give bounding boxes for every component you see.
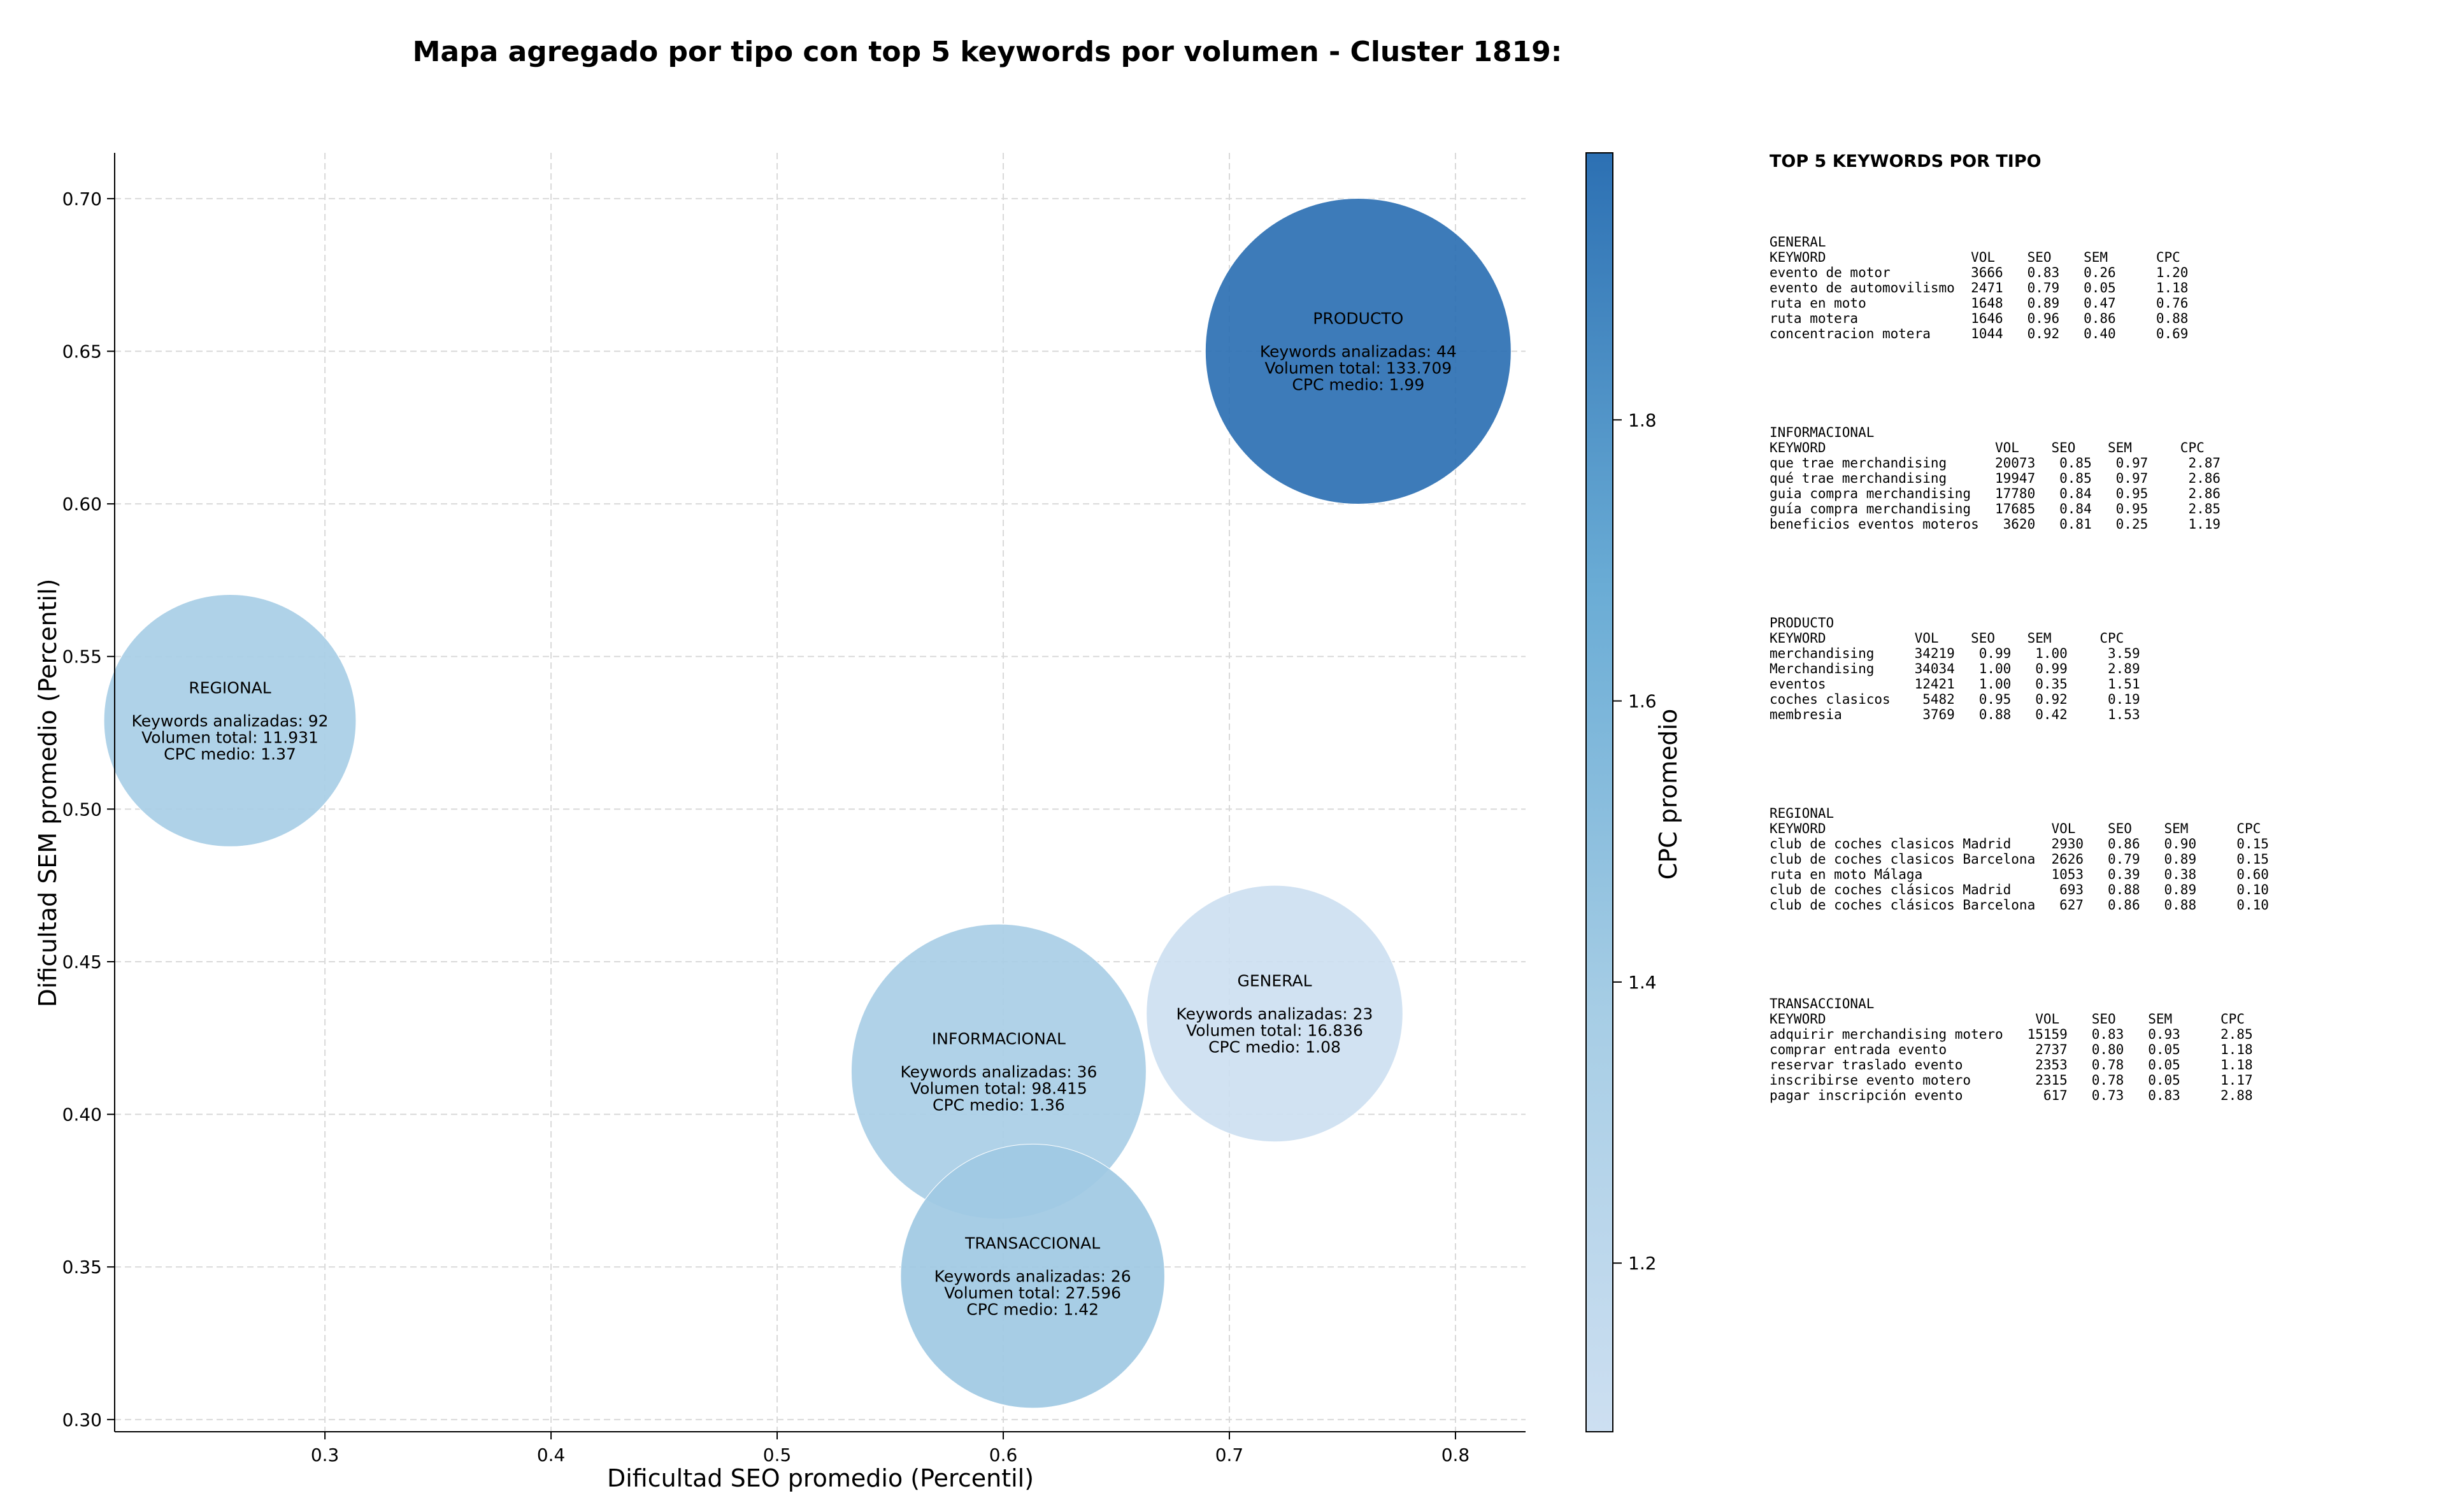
- colorbar-tick-label: 1.2: [1628, 1253, 1657, 1274]
- y-tick-label: 0.40: [62, 1104, 102, 1125]
- keyword-table-text: TRANSACCIONAL KEYWORD VOL SEO SEM CPC ad…: [1770, 996, 2253, 1103]
- bubble-label-regional: REGIONAL: [189, 678, 271, 697]
- top-keywords-panel: TOP 5 KEYWORDS POR TIPO GENERAL KEYWORD …: [1770, 152, 2432, 1273]
- y-axis-label: Dificultad SEM promedio (Percentil): [34, 579, 62, 1008]
- x-tick-label: 0.7: [1215, 1444, 1244, 1466]
- bubble-label-regional: Keywords analizadas: 92: [132, 711, 329, 730]
- bubble-label-transaccional: CPC medio: 1.42: [966, 1301, 1099, 1319]
- bubble-label-transaccional: Keywords analizadas: 26: [934, 1267, 1131, 1286]
- bubble-label-informacional: Volumen total: 98.415: [910, 1080, 1087, 1098]
- bubble-label-informacional: Keywords analizadas: 36: [900, 1063, 1097, 1081]
- bubble-label-producto: Volumen total: 133.709: [1264, 359, 1452, 378]
- keyword-table-regional: REGIONAL KEYWORD VOL SEO SEM CPC club de…: [1770, 806, 2432, 913]
- bubble-label-producto: Keywords analizadas: 44: [1260, 343, 1457, 361]
- x-tick-label: 0.5: [763, 1444, 792, 1466]
- x-tick-label: 0.3: [311, 1444, 340, 1466]
- colorbar-label: CPC promedio: [1654, 709, 1682, 880]
- bubble-label-regional: CPC medio: 1.37: [164, 745, 296, 763]
- y-tick-label: 0.65: [62, 341, 102, 362]
- axes: [114, 153, 1526, 1432]
- keyword-table-text: GENERAL KEYWORD VOL SEO SEM CPC evento d…: [1770, 234, 2189, 341]
- x-axis-label: Dificultad SEO promedio (Percentil): [607, 1464, 1034, 1492]
- keyword-table-text: REGIONAL KEYWORD VOL SEO SEM CPC club de…: [1770, 806, 2269, 913]
- colorbar-ticks: 1.2 1.4 1.6 1.8: [1613, 410, 1657, 1274]
- y-tick-label: 0.35: [62, 1257, 102, 1278]
- colorbar: 1.2 1.4 1.6 1.8 CPC promedio: [1585, 152, 1682, 1432]
- bubble-label-producto: CPC medio: 1.99: [1292, 376, 1424, 394]
- bubble-label-transaccional: TRANSACCIONAL: [964, 1234, 1100, 1253]
- keywords-panel-heading: TOP 5 KEYWORDS POR TIPO: [1770, 152, 2042, 171]
- colorbar-tick-label: 1.6: [1628, 691, 1657, 712]
- keyword-table-text: INFORMACIONAL KEYWORD VOL SEO SEM CPC qu…: [1770, 425, 2221, 532]
- colorbar-gradient: [1585, 152, 1613, 1432]
- bubble-label-general: CPC medio: 1.08: [1208, 1038, 1341, 1056]
- bubble-regional: [103, 594, 357, 847]
- x-tick-label: 0.8: [1441, 1444, 1470, 1466]
- x-ticks: 0.3 0.4 0.5 0.6 0.7 0.8: [311, 1432, 1470, 1466]
- keyword-table-informacional: INFORMACIONAL KEYWORD VOL SEO SEM CPC qu…: [1770, 425, 2432, 532]
- bubble-label-informacional: INFORMACIONAL: [932, 1030, 1066, 1048]
- chart-title: Mapa agregado por tipo con top 5 keyword…: [413, 36, 1563, 68]
- bubble-producto: [1205, 198, 1512, 505]
- bubble-transaccional: [900, 1143, 1165, 1409]
- bubble-label-producto: PRODUCTO: [1313, 310, 1403, 328]
- bubble-label-transaccional: Volumen total: 27.596: [944, 1284, 1121, 1302]
- x-tick-label: 0.4: [537, 1444, 566, 1466]
- bubble-general: [1146, 885, 1403, 1143]
- keyword-table-transaccional: TRANSACCIONAL KEYWORD VOL SEO SEM CPC ad…: [1770, 996, 2432, 1103]
- y-tick-label: 0.45: [62, 952, 102, 973]
- bubble-label-general: Volumen total: 16.836: [1186, 1021, 1363, 1039]
- y-ticks: 0.30 0.35 0.40 0.45 0.50 0.55 0.60 0.65 0.70: [62, 189, 115, 1430]
- bubble-label-informacional: CPC medio: 1.36: [933, 1096, 1065, 1115]
- colorbar-tick-label: 1.8: [1628, 410, 1657, 431]
- bubble-layer: [103, 198, 1512, 1409]
- y-tick-label: 0.60: [62, 494, 102, 515]
- bubble-label-general: Keywords analizadas: 23: [1177, 1004, 1373, 1023]
- bubble-label-regional: Volumen total: 11.931: [141, 728, 318, 746]
- x-tick-label: 0.6: [989, 1444, 1018, 1466]
- keyword-table-producto: PRODUCTO KEYWORD VOL SEO SEM CPC merchan…: [1770, 615, 2432, 722]
- y-tick-label: 0.50: [62, 799, 102, 820]
- keyword-table-general: GENERAL KEYWORD VOL SEO SEM CPC evento d…: [1770, 234, 2432, 341]
- bubble-label-general: GENERAL: [1237, 971, 1312, 990]
- keyword-table-text: PRODUCTO KEYWORD VOL SEO SEM CPC merchan…: [1770, 615, 2140, 722]
- y-tick-label: 0.70: [62, 189, 102, 210]
- y-tick-label: 0.30: [62, 1409, 102, 1430]
- y-tick-label: 0.55: [62, 646, 102, 667]
- colorbar-tick-label: 1.4: [1628, 972, 1657, 993]
